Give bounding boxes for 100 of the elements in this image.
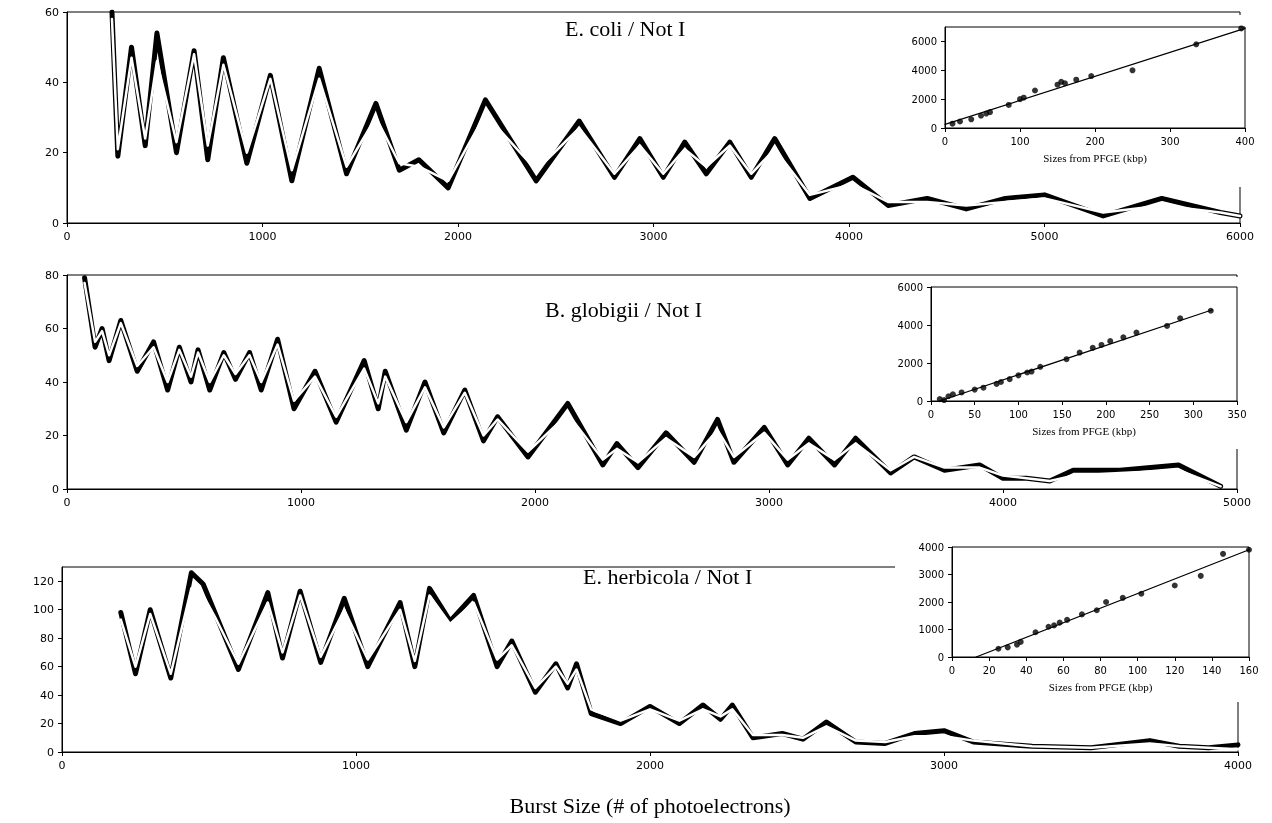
x-tick-label: 4000 (835, 230, 863, 243)
point (1032, 87, 1038, 94)
x-tick-label: 5000 (1223, 496, 1251, 509)
y-tick-label: 1000 (918, 624, 944, 635)
y-tick-label: 60 (45, 322, 59, 335)
x-axis-title: Sizes from PFGE (kbp) (1048, 680, 1153, 694)
point (987, 109, 993, 116)
point (1020, 94, 1027, 101)
x-tick-label: 4000 (1224, 759, 1252, 772)
point (1073, 76, 1080, 83)
y-tick-label: 40 (40, 688, 54, 702)
x-tick-label: 0 (63, 496, 71, 509)
x-tick-label: 300 (1160, 135, 1180, 147)
chart-title: E. herbicola / Not I (583, 563, 753, 589)
x-tick-label: 150 (1052, 408, 1072, 420)
y-tick-label: 2000 (897, 357, 923, 369)
y-tick-label: 120 (33, 574, 54, 588)
point (1119, 594, 1126, 601)
x-tick-label: 200 (1096, 408, 1116, 420)
point (1138, 590, 1145, 597)
point (1120, 334, 1127, 341)
x-tick-label: 100 (1010, 135, 1030, 147)
x-tick-label: 50 (968, 408, 982, 420)
x-tick-label: 3000 (639, 230, 668, 243)
x-tick-label: 5000 (1030, 230, 1059, 243)
point (1093, 607, 1100, 614)
point (958, 389, 965, 396)
point (1063, 356, 1070, 363)
x-tick-label: 6000 (1226, 230, 1254, 243)
chart-title: E. coli / Not I (565, 15, 686, 41)
point (949, 391, 956, 398)
text: B. globigii / Not I (545, 296, 703, 322)
y-tick-label: 2000 (918, 596, 944, 608)
point (1193, 41, 1200, 48)
x-tick-label: 300 (1183, 408, 1203, 420)
point (1164, 322, 1171, 329)
point (1107, 338, 1114, 345)
point (1028, 368, 1035, 375)
x-axis-title: Sizes from PFGE (kbp) (1032, 424, 1137, 438)
y-tick-label: 3000 (918, 569, 944, 580)
point (1238, 25, 1245, 32)
x-tick-label: 2000 (521, 496, 549, 509)
y-tick-label: 80 (40, 631, 54, 645)
x-tick-label: 40 (1019, 664, 1033, 676)
x-tick-label: 100 (1128, 664, 1148, 676)
x-tick-label: 0 (63, 230, 71, 243)
point (1037, 363, 1044, 370)
y-tick-label: 0 (52, 482, 59, 496)
point (1076, 349, 1083, 356)
point (997, 379, 1004, 385)
point (1177, 315, 1184, 322)
x-tick-label: 1000 (342, 759, 370, 772)
y-tick-label: 4000 (911, 64, 937, 76)
y-tick-label: 0 (47, 745, 54, 759)
y-tick-label: 20 (40, 717, 54, 731)
x-tick-label: 120 (1165, 664, 1185, 676)
point (957, 118, 963, 125)
x-axis-title: Burst Size (# of photoelectrons) (509, 792, 791, 818)
x-tick-label: 140 (1202, 664, 1222, 676)
point (1045, 623, 1052, 630)
y-tick-label: 0 (930, 122, 937, 134)
point (980, 384, 987, 391)
x-tick-label: 0 (948, 664, 956, 676)
point (1051, 622, 1058, 629)
y-tick-label: 4000 (918, 541, 944, 553)
point (1098, 341, 1105, 348)
y-tick-label: 60 (45, 5, 59, 19)
x-tick-label: 20 (982, 664, 996, 676)
point (995, 645, 1002, 652)
y-tick-label: 20 (45, 146, 59, 160)
x-tick-label: 200 (1085, 135, 1105, 147)
y-tick-label: 0 (916, 395, 923, 407)
point (978, 112, 984, 119)
y-tick-label: 100 (33, 603, 54, 617)
x-tick-label: 1000 (248, 230, 277, 243)
point (1129, 67, 1136, 74)
x-tick-label: 100 (1008, 408, 1028, 420)
point (1103, 599, 1110, 605)
x-tick-label: 160 (1239, 664, 1259, 676)
point (1005, 101, 1012, 108)
y-tick-label: 20 (45, 429, 59, 442)
x-axis-title: Sizes from PFGE (kbp) (1043, 151, 1148, 165)
point (1015, 372, 1022, 379)
x-tick-label: 60 (1057, 664, 1070, 676)
x-tick-label: 350 (1227, 408, 1247, 420)
x-tick-label: 2000 (636, 759, 664, 772)
point (968, 116, 975, 123)
point (1133, 329, 1140, 336)
point (1089, 344, 1096, 351)
point (1004, 644, 1011, 651)
x-tick-label: 400 (1235, 135, 1255, 147)
y-tick-label: 0 (52, 216, 59, 230)
point (1197, 572, 1204, 579)
point (1088, 73, 1095, 80)
point (1220, 550, 1227, 557)
x-tick-label: 4000 (989, 496, 1017, 509)
point (1032, 629, 1039, 636)
point (971, 386, 978, 393)
y-tick-label: 6000 (897, 281, 923, 293)
point (1078, 611, 1085, 618)
